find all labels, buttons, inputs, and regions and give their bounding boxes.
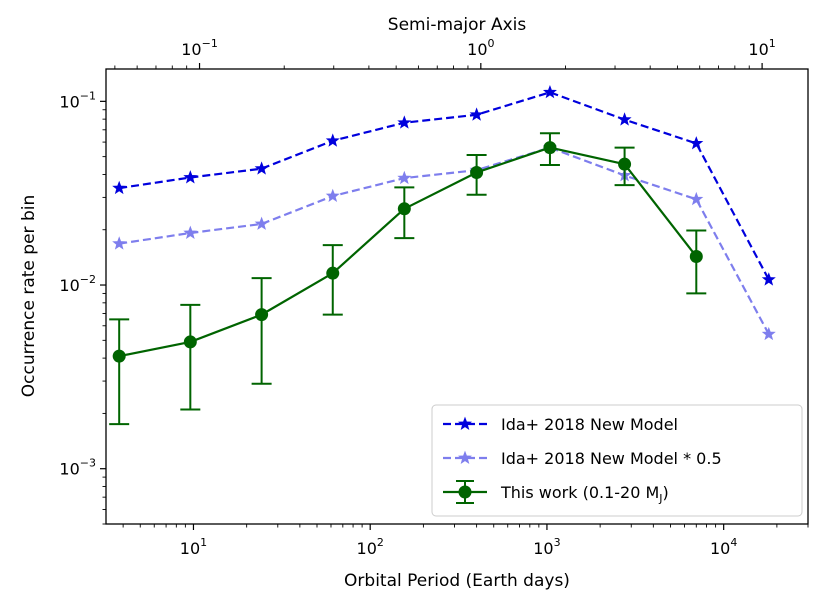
data-point-star [112,236,127,250]
legend-label-this-work: This work (0.1-20 MJ) [500,483,669,505]
x-tick-label: 104 [710,536,737,558]
data-point-circle [543,141,557,155]
x-tick-label: 102 [357,536,384,558]
x-tick-label: 101 [180,536,207,558]
x2-axis-label: Semi-major Axis [388,15,527,35]
legend-sample-1 [443,450,487,464]
legend: Ida+ 2018 New Model Ida+ 2018 New Model … [431,404,803,517]
data-point-star [397,115,412,129]
x2-tick-label-exp: −1 [202,37,218,50]
data-point-circle [618,157,632,171]
data-point-star [254,216,269,230]
series-0 [112,84,776,286]
x-axis-label: Orbital Period (Earth days) [344,571,570,591]
data-point-star [542,84,557,99]
data-point-circle [326,266,340,280]
x-tick-label-base: 10 [180,539,200,558]
plot-frame [105,68,809,525]
legend-sample-0 [443,416,487,430]
legend-label-this-work-main: This work (0.1-20 M [500,483,659,502]
x2-tick-label-base: 10 [181,40,201,59]
data-point-star [469,107,484,121]
data-point-circle [470,165,484,179]
x-tick-label-base: 10 [357,539,377,558]
x-tick-label-exp: 3 [554,536,561,549]
legend-label-ida-2018-half: Ida+ 2018 New Model * 0.5 [501,449,722,468]
data-point-star [689,191,704,206]
legend-star [458,450,472,464]
x2-tick-label: 10−1 [181,37,218,59]
series-line [119,91,770,281]
x2-tick-label-base: 10 [467,40,487,59]
x2-tick-label-exp: 1 [769,37,776,50]
legend-sample-2 [443,480,487,504]
data-point-star [689,136,704,150]
y-tick-label-exp: −2 [80,273,96,286]
data-point-circle [112,349,126,363]
data-point-star [183,170,198,184]
data-point-star [325,133,340,147]
x-tick-label-exp: 2 [377,536,384,549]
y-tick-label: 10−1 [59,89,96,111]
y-tick-label-base: 10 [59,92,79,111]
x-tick-label-exp: 4 [730,536,737,549]
y-tick-label-exp: −3 [80,457,96,470]
x2-tick-label: 101 [748,37,775,59]
data-point-star [183,225,198,239]
x-tick-label: 103 [533,536,560,558]
data-point-circle [689,249,703,263]
x-tick-label-base: 10 [533,539,553,558]
series-2 [109,132,707,426]
x2-tick-label-exp: 0 [488,37,495,50]
x-tick-label-exp: 1 [200,536,207,549]
data-point-star [112,180,127,195]
data-point-star [617,112,632,126]
legend-label-this-work-sub: J [658,492,662,505]
data-point-star [761,272,776,286]
series-1 [112,140,776,341]
data-point-star [397,170,412,185]
x-tick-label-base: 10 [710,539,730,558]
y-tick-label-base: 10 [59,460,79,479]
x2-tick-label: 100 [467,37,494,59]
x2-tick-label-base: 10 [748,40,768,59]
legend-label-this-work-end: ) [663,483,669,502]
data-point-circle [183,335,197,349]
legend-label-ida-2018: Ida+ 2018 New Model [501,415,678,434]
y-tick-label: 10−2 [59,273,96,295]
series-line [118,146,698,358]
data-point-star [325,188,340,203]
y-tick-label-base: 10 [59,276,79,295]
legend-star [458,416,472,430]
series-line [119,146,770,335]
y-axis-label: Occurrence rate per bin [19,195,39,397]
data-point-circle [255,308,269,322]
data-point-star [254,161,269,175]
legend-circle [458,485,472,499]
y-tick-label: 10−3 [59,457,96,479]
data-point-star [761,326,776,341]
legend-box [431,404,803,517]
data-point-circle [397,202,411,216]
y-tick-label-exp: −1 [80,89,96,102]
